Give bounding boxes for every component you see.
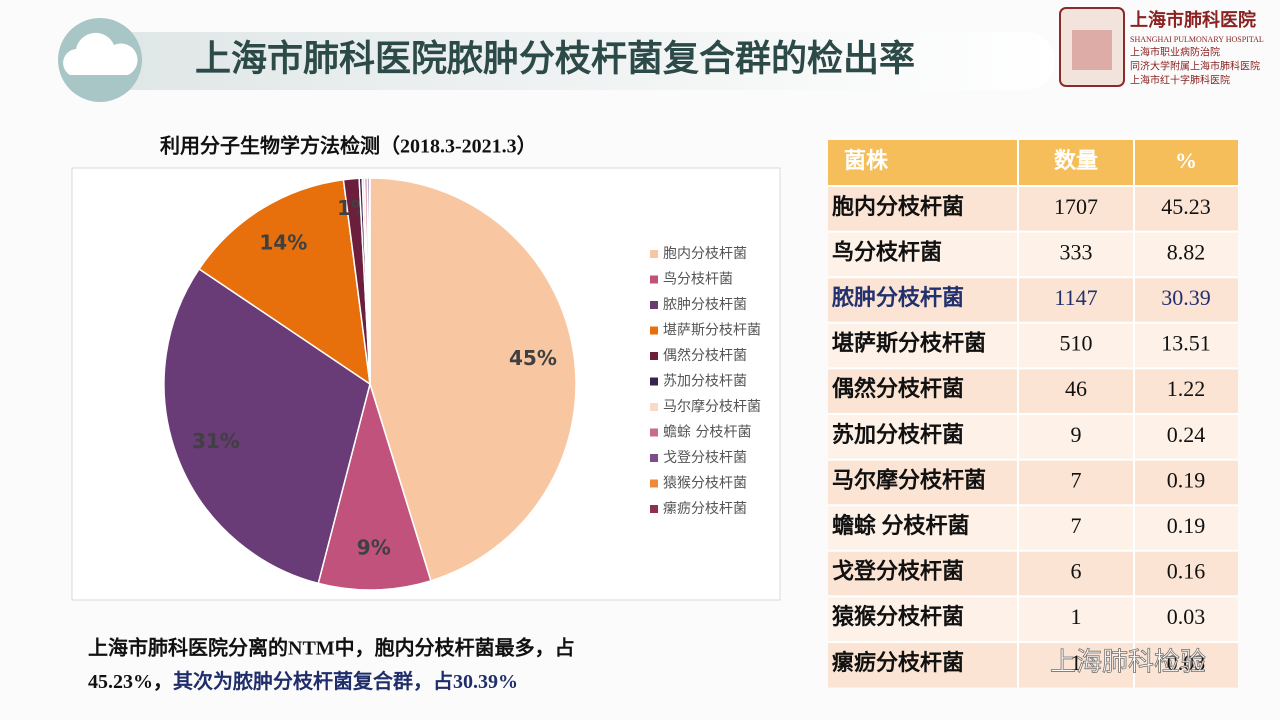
- table-header-cell: 菌株: [844, 148, 889, 173]
- legend-label: 猿猴分枝杆菌: [663, 476, 747, 492]
- logo-name: 上海市肺科医院: [1130, 9, 1256, 30]
- table-cell: 胞内分枝杆菌: [832, 194, 964, 219]
- data-label: 14%: [259, 230, 307, 254]
- slide-title: 上海市肺科医院脓肿分枝杆菌复合群的检出率: [195, 38, 915, 78]
- table-cell: 7: [1071, 513, 1082, 538]
- table-cell: 脓肿分枝杆菌: [831, 285, 964, 310]
- table-cell: 333: [1060, 239, 1093, 264]
- table-cell: 马尔摩分枝杆菌: [832, 467, 986, 492]
- table-header-cell: 数量: [1054, 148, 1098, 173]
- legend-label: 堪萨斯分枝杆菌: [663, 323, 761, 339]
- table-cell: 蟾蜍 分枝杆菌: [832, 513, 970, 538]
- table-cell: 9: [1071, 422, 1082, 447]
- legend-label: 瘰疬分枝杆菌: [663, 500, 747, 517]
- table-cell: 510: [1060, 331, 1093, 356]
- cloud-icon: [58, 18, 142, 102]
- data-label: 31%: [192, 429, 240, 453]
- chart-title: 利用分子生物学方法检测（2018.3-2021.3）: [160, 134, 537, 158]
- legend-label: 偶然分枝杆菌: [663, 347, 747, 364]
- table-cell: 1707: [1054, 194, 1098, 219]
- table-cell: 13.51: [1161, 331, 1211, 356]
- legend-swatch: [650, 276, 658, 284]
- data-label: 45%: [509, 346, 557, 370]
- legend-label: 脓肿分枝杆菌: [663, 296, 747, 313]
- legend-swatch: [650, 429, 658, 437]
- table-cell: 0.16: [1167, 559, 1206, 584]
- table-cell: 瘰疬分枝杆菌: [832, 650, 964, 675]
- logo-line: 上海市红十字肺科医院: [1130, 73, 1230, 86]
- data-label: 9%: [357, 535, 391, 559]
- table-cell: 0.24: [1167, 422, 1206, 447]
- legend-label: 马尔摩分枝杆菌: [663, 398, 761, 415]
- logo: [1060, 8, 1124, 86]
- logo-line: 上海市职业病防治院: [1130, 45, 1220, 58]
- legend-label: 胞内分枝杆菌: [663, 246, 747, 262]
- table-cell: 苏加分枝杆菌: [832, 422, 964, 447]
- table-cell: 0.19: [1167, 513, 1206, 538]
- legend-swatch: [650, 301, 658, 309]
- legend-swatch: [650, 403, 658, 411]
- footer-text: 上海市肺科医院分离的NTM中，胞内分枝杆菌最多，占: [88, 636, 575, 660]
- legend-swatch: [650, 352, 658, 360]
- legend-label: 鸟分枝杆菌: [663, 272, 733, 288]
- table-cell: 8.82: [1167, 239, 1206, 264]
- table-header-cell: %: [1175, 148, 1197, 173]
- table-cell: 鸟分枝杆菌: [832, 239, 942, 264]
- legend-swatch: [650, 327, 658, 335]
- legend-swatch: [650, 378, 658, 386]
- logo-line: 同济大学附属上海市肺科医院: [1130, 59, 1260, 72]
- table-cell: 45.23: [1161, 194, 1211, 219]
- legend-label: 戈登分枝杆菌: [663, 450, 747, 466]
- table-cell: 7: [1071, 467, 1082, 492]
- table-cell: 0.03: [1167, 604, 1206, 629]
- legend-label: 蟾蜍 分枝杆菌: [663, 425, 751, 441]
- footer-span: 其次为脓肿分枝杆菌复合群，占30.39%: [173, 669, 518, 693]
- table-cell: 偶然分枝杆菌: [832, 376, 964, 401]
- table-cell: 30.39: [1161, 285, 1211, 310]
- legend-swatch: [650, 505, 658, 513]
- table-cell: 猿猴分枝杆菌: [831, 604, 964, 629]
- watermark: 上海肺科检验: [1050, 648, 1206, 678]
- footer-span: 45.23%，: [88, 671, 173, 693]
- footer-text: 45.23%，其次为脓肿分枝杆菌复合群，占30.39%: [88, 669, 518, 693]
- legend-swatch: [650, 250, 658, 258]
- table-cell: 戈登分枝杆菌: [832, 559, 964, 584]
- table-cell: 堪萨斯分枝杆菌: [832, 331, 986, 356]
- table-cell: 1.22: [1167, 376, 1206, 401]
- logo-english: SHANGHAI PULMONARY HOSPITAL: [1130, 35, 1264, 44]
- table-cell: 1147: [1054, 285, 1097, 310]
- table-cell: 0.19: [1167, 467, 1206, 492]
- legend-label: 苏加分枝杆菌: [663, 374, 747, 390]
- table-cell: 46: [1065, 376, 1087, 401]
- legend-swatch: [650, 454, 658, 462]
- legend-swatch: [650, 480, 658, 488]
- table-cell: 6: [1071, 559, 1082, 584]
- table-cell: 1: [1071, 604, 1082, 629]
